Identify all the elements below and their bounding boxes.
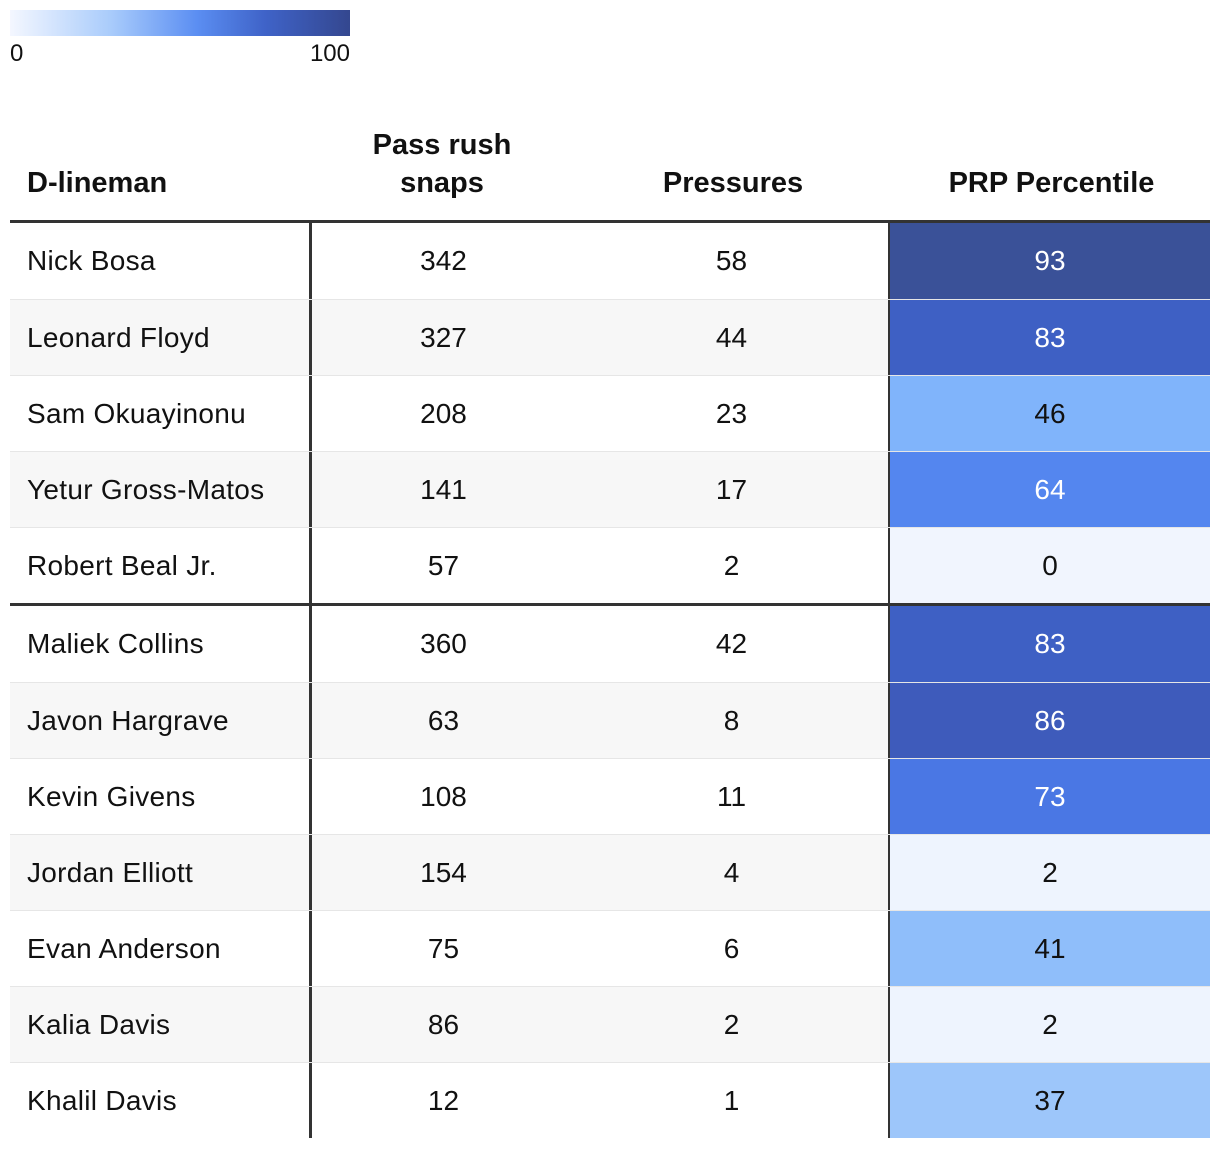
cell-pressures: 1 (575, 1063, 890, 1138)
cell-prp-percentile: 37 (890, 1063, 1210, 1138)
cell-pass-rush-snaps: 12 (427, 1084, 460, 1116)
cell-prp-percentile: 64 (890, 452, 1210, 527)
header-pressures: Pressures (662, 167, 804, 199)
table-header: D-lineman Pass rush snaps Pressures PRP P… (10, 120, 1210, 223)
cell-pressures: 4 (575, 835, 890, 910)
table-row: Jordan Elliott 154 4 2 (10, 834, 1210, 910)
cell-pressures: 8 (575, 683, 890, 758)
cell-prp-percentile: 86 (890, 683, 1210, 758)
cell-d-lineman: Kalia Davis (10, 987, 312, 1062)
cell-prp-percentile: 93 (890, 223, 1210, 299)
cell-prp-percentile: 83 (890, 606, 1210, 682)
cell-d-lineman: Robert Beal Jr. (10, 528, 312, 603)
cell-pressures: 2 (575, 528, 890, 603)
legend-max-label: 100 (309, 40, 350, 67)
cell-d-lineman: Maliek Collins (10, 606, 312, 682)
header-pass-rush-snaps: Pass rush snaps (372, 129, 512, 199)
cell-prp-percentile: 73 (890, 759, 1210, 834)
cell-d-lineman: Sam Okuayinonu (10, 376, 312, 451)
cell-prp-percentile: 83 (890, 300, 1210, 375)
cell-pressures: 6 (575, 911, 890, 986)
cell-d-lineman: Kevin Givens (10, 759, 312, 834)
header-d-lineman: D-lineman (27, 167, 168, 199)
color-scale-gradient (10, 10, 350, 36)
cell-pass-rush-snaps: 86 (427, 1008, 460, 1040)
cell-prp-percentile: 2 (890, 835, 1210, 910)
cell-prp-percentile: 0 (890, 528, 1210, 603)
cell-pass-rush-snaps: 63 (427, 704, 460, 736)
cell-d-lineman: Javon Hargrave (10, 683, 312, 758)
table-group: Nick Bosa 342 58 93 Leonard Floyd 327 44 83 Sam … (10, 223, 1210, 606)
cell-pass-rush-snaps: 360 (420, 628, 467, 659)
table-row: Maliek Collins 360 42 83 (10, 606, 1210, 682)
table-row: Khalil Davis 12 1 37 (10, 1062, 1210, 1138)
cell-pass-rush-snaps: 141 (420, 473, 467, 505)
cell-pressures: 2 (575, 987, 890, 1062)
lineman-table: D-lineman Pass rush snaps Pressures PRP P… (10, 120, 1210, 1138)
cell-pressures: 11 (575, 759, 890, 834)
cell-d-lineman: Leonard Floyd (10, 300, 312, 375)
cell-pressures: 23 (575, 376, 890, 451)
cell-d-lineman: Jordan Elliott (10, 835, 312, 910)
header-prp-percentile: PRP Percentile (948, 167, 1155, 199)
cell-prp-percentile: 46 (890, 376, 1210, 451)
cell-pass-rush-snaps: 208 (420, 397, 467, 429)
cell-d-lineman: Evan Anderson (10, 911, 312, 986)
cell-d-lineman: Yetur Gross-Matos (10, 452, 312, 527)
cell-pass-rush-snaps: 57 (427, 549, 460, 581)
table-row: Sam Okuayinonu 208 23 46 (10, 375, 1210, 451)
table-row: Leonard Floyd 327 44 83 (10, 299, 1210, 375)
table-row: Evan Anderson 75 6 41 (10, 910, 1210, 986)
table-row: Kevin Givens 108 11 73 (10, 758, 1210, 834)
cell-pass-rush-snaps: 108 (420, 780, 467, 812)
cell-prp-percentile: 2 (890, 987, 1210, 1062)
cell-d-lineman: Khalil Davis (10, 1063, 312, 1138)
table-row: Yetur Gross-Matos 141 17 64 (10, 451, 1210, 527)
cell-pressures: 58 (575, 223, 890, 299)
table-row: Javon Hargrave 63 8 86 (10, 682, 1210, 758)
cell-pass-rush-snaps: 154 (420, 856, 467, 888)
table-row: Kalia Davis 86 2 2 (10, 986, 1210, 1062)
table-group: Maliek Collins 360 42 83 Javon Hargrave 63 8 86… (10, 606, 1210, 1138)
cell-pass-rush-snaps: 327 (420, 321, 467, 353)
cell-pass-rush-snaps: 342 (420, 245, 467, 276)
color-scale-legend: 0 100 (10, 10, 350, 70)
table-row: Nick Bosa 342 58 93 (10, 223, 1210, 299)
cell-pressures: 44 (575, 300, 890, 375)
table-body: Nick Bosa 342 58 93 Leonard Floyd 327 44 83 Sam … (10, 223, 1210, 1138)
table-row: Robert Beal Jr. 57 2 0 (10, 527, 1210, 603)
cell-pressures: 42 (575, 606, 890, 682)
cell-prp-percentile: 41 (890, 911, 1210, 986)
legend-min-label: 0 (10, 40, 24, 67)
cell-d-lineman: Nick Bosa (10, 223, 312, 299)
cell-pass-rush-snaps: 75 (427, 932, 460, 964)
cell-pressures: 17 (575, 452, 890, 527)
